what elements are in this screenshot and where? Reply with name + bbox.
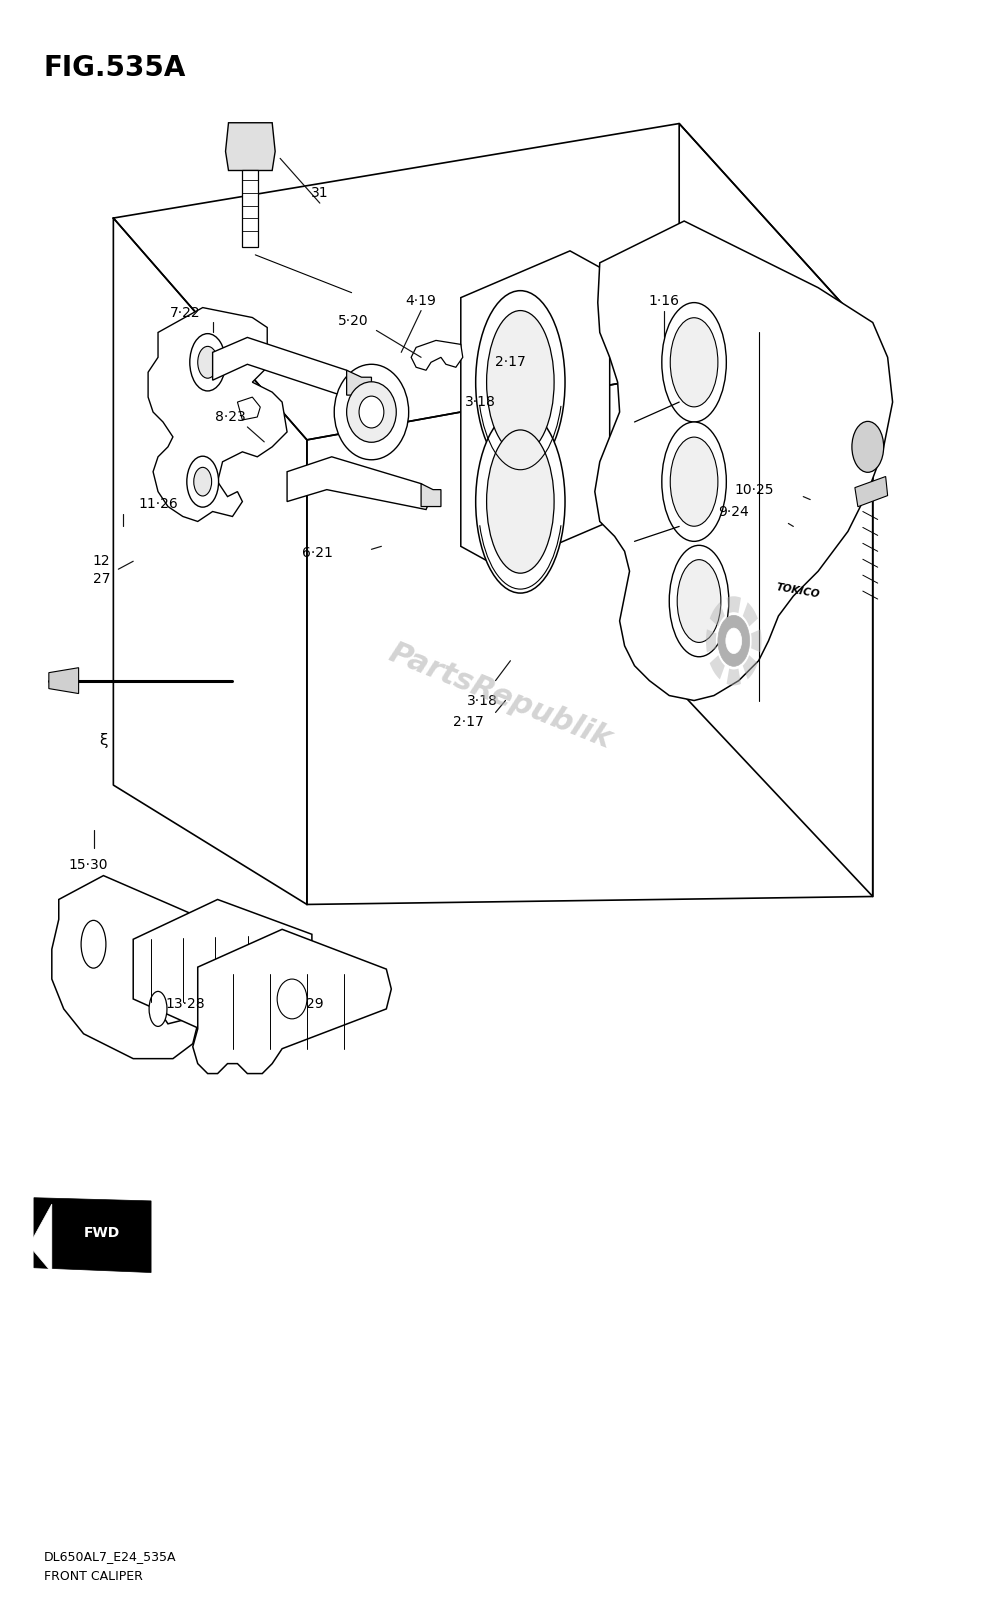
Text: 3·18: 3·18 — [465, 395, 496, 410]
Wedge shape — [710, 654, 725, 680]
Ellipse shape — [346, 382, 396, 442]
Wedge shape — [743, 602, 758, 627]
Polygon shape — [133, 899, 312, 1037]
Text: TOKICO: TOKICO — [776, 582, 821, 600]
Circle shape — [198, 346, 217, 378]
Polygon shape — [237, 397, 260, 419]
Wedge shape — [727, 597, 741, 613]
Ellipse shape — [486, 430, 555, 573]
Text: 4·19: 4·19 — [405, 294, 436, 307]
Circle shape — [187, 456, 218, 507]
Text: 2·17: 2·17 — [453, 715, 484, 730]
Polygon shape — [287, 456, 433, 509]
Polygon shape — [855, 477, 888, 507]
Text: 1·16: 1·16 — [649, 294, 680, 307]
Text: FRONT CALIPER: FRONT CALIPER — [44, 1570, 143, 1584]
Wedge shape — [751, 629, 762, 653]
Ellipse shape — [277, 979, 307, 1019]
Ellipse shape — [662, 422, 727, 541]
Wedge shape — [710, 602, 725, 627]
Ellipse shape — [475, 291, 565, 474]
Text: 11·26: 11·26 — [138, 496, 178, 510]
Circle shape — [852, 421, 884, 472]
Text: 10·25: 10·25 — [735, 483, 775, 496]
Polygon shape — [52, 875, 217, 1059]
Circle shape — [718, 616, 750, 666]
Polygon shape — [225, 123, 275, 171]
Ellipse shape — [486, 310, 555, 454]
Polygon shape — [595, 221, 893, 701]
Circle shape — [194, 467, 211, 496]
Ellipse shape — [671, 437, 718, 526]
Circle shape — [190, 334, 225, 390]
Wedge shape — [727, 669, 741, 685]
Polygon shape — [242, 171, 258, 246]
Polygon shape — [460, 251, 610, 568]
Text: FIG.535A: FIG.535A — [44, 54, 186, 82]
Text: 8·23: 8·23 — [215, 410, 246, 424]
Polygon shape — [346, 370, 371, 395]
Polygon shape — [212, 338, 361, 397]
Text: 6·21: 6·21 — [302, 546, 333, 560]
Text: 31: 31 — [311, 186, 328, 200]
Ellipse shape — [662, 302, 727, 422]
Text: 15·30: 15·30 — [69, 858, 108, 872]
Ellipse shape — [475, 410, 565, 594]
Polygon shape — [34, 1198, 151, 1272]
Text: 27: 27 — [93, 573, 110, 586]
Text: DL650AL7_E24_535A: DL650AL7_E24_535A — [44, 1549, 176, 1563]
Polygon shape — [29, 1205, 52, 1272]
Ellipse shape — [149, 992, 167, 1027]
Text: 14·29: 14·29 — [284, 997, 323, 1011]
Polygon shape — [148, 307, 287, 522]
Text: FWD: FWD — [83, 1226, 119, 1240]
Polygon shape — [49, 667, 79, 693]
Text: 5·20: 5·20 — [338, 314, 369, 328]
Polygon shape — [421, 483, 440, 507]
Ellipse shape — [359, 397, 383, 427]
Text: 2·17: 2·17 — [495, 355, 526, 370]
Wedge shape — [743, 654, 758, 680]
Wedge shape — [706, 629, 717, 653]
Circle shape — [726, 629, 742, 653]
Ellipse shape — [81, 920, 106, 968]
Ellipse shape — [671, 318, 718, 406]
Text: 7·22: 7·22 — [169, 306, 200, 320]
Text: 13·28: 13·28 — [165, 997, 204, 1011]
Ellipse shape — [678, 560, 721, 643]
Text: PartsRepublik: PartsRepublik — [384, 638, 617, 755]
Text: ξ: ξ — [99, 733, 108, 747]
Ellipse shape — [334, 365, 408, 459]
Text: 3·18: 3·18 — [467, 693, 498, 707]
Text: 12: 12 — [93, 554, 110, 568]
Ellipse shape — [670, 546, 729, 656]
Polygon shape — [193, 930, 391, 1074]
Text: 9·24: 9·24 — [719, 504, 749, 518]
Polygon shape — [411, 341, 462, 370]
